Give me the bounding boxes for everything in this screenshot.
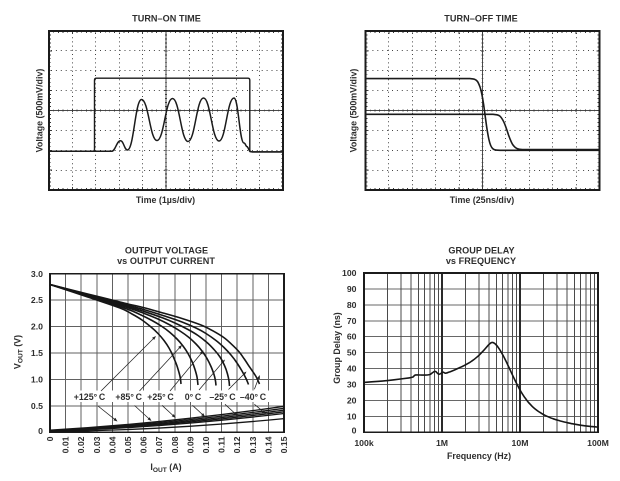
svg-text:40: 40 — [347, 364, 357, 374]
svg-text:0.08: 0.08 — [170, 436, 180, 453]
svg-text:0: 0 — [352, 426, 357, 436]
svg-text:OUTPUT VOLTAGE: OUTPUT VOLTAGE — [125, 245, 208, 255]
svg-text:0.06: 0.06 — [139, 436, 149, 453]
svg-text:20: 20 — [347, 395, 357, 405]
svg-text:100: 100 — [342, 268, 357, 278]
svg-text:0.01: 0.01 — [61, 436, 71, 453]
svg-text:0.03: 0.03 — [92, 436, 102, 453]
svg-text:TURN–OFF TIME: TURN–OFF TIME — [444, 13, 517, 23]
svg-text:Time (25ns/div): Time (25ns/div) — [450, 195, 514, 205]
svg-text:Group Delay (ns): Group Delay (ns) — [332, 312, 342, 384]
svg-text:0.02: 0.02 — [76, 436, 86, 453]
svg-text:2.0: 2.0 — [31, 322, 43, 332]
svg-text:10M: 10M — [512, 438, 529, 448]
svg-text:90: 90 — [347, 284, 357, 294]
svg-text:vs OUTPUT CURRENT: vs OUTPUT CURRENT — [117, 256, 215, 266]
svg-text:+85° C: +85° C — [115, 392, 142, 402]
svg-text:0.5: 0.5 — [31, 401, 43, 411]
svg-text:0.05: 0.05 — [123, 436, 133, 453]
svg-text:–40° C: –40° C — [240, 392, 267, 402]
svg-text:0.14: 0.14 — [263, 436, 273, 453]
svg-text:50: 50 — [347, 348, 357, 358]
svg-text:0: 0 — [45, 436, 55, 441]
svg-text:+125° C: +125° C — [74, 392, 106, 402]
svg-text:2.5: 2.5 — [31, 295, 43, 305]
svg-text:0.10: 0.10 — [201, 436, 211, 453]
svg-text:Frequency (Hz): Frequency (Hz) — [447, 451, 511, 461]
svg-text:0.13: 0.13 — [248, 436, 258, 453]
svg-text:100M: 100M — [587, 438, 609, 448]
svg-text:Time (1µs/div): Time (1µs/div) — [136, 195, 195, 205]
svg-text:Voltage (500mV/div): Voltage (500mV/div) — [349, 69, 359, 153]
svg-text:80: 80 — [347, 300, 357, 310]
svg-text:3.0: 3.0 — [31, 269, 43, 279]
svg-text:100k: 100k — [354, 438, 373, 448]
svg-text:TURN–ON TIME: TURN–ON TIME — [132, 13, 201, 23]
svg-text:Voltage (500mV/div): Voltage (500mV/div) — [35, 69, 45, 153]
svg-text:0.07: 0.07 — [154, 436, 164, 453]
svg-text:+25° C: +25° C — [147, 392, 174, 402]
svg-text:1.0: 1.0 — [31, 375, 43, 385]
svg-text:0° C: 0° C — [185, 392, 202, 402]
svg-text:VOUT (V): VOUT (V) — [13, 335, 25, 369]
svg-text:30: 30 — [347, 380, 357, 390]
svg-text:70: 70 — [347, 316, 357, 326]
svg-text:0.15: 0.15 — [279, 436, 289, 453]
svg-text:1.5: 1.5 — [31, 348, 43, 358]
svg-text:vs FREQUENCY: vs FREQUENCY — [446, 256, 516, 266]
svg-text:1M: 1M — [436, 438, 448, 448]
svg-text:0.11: 0.11 — [217, 436, 227, 453]
svg-text:IOUT (A): IOUT (A) — [150, 462, 181, 474]
svg-text:0.12: 0.12 — [232, 436, 242, 453]
svg-text:0: 0 — [38, 426, 43, 436]
svg-text:–25° C: –25° C — [209, 392, 236, 402]
svg-text:0.09: 0.09 — [185, 436, 195, 453]
svg-text:10: 10 — [347, 411, 357, 421]
svg-text:60: 60 — [347, 332, 357, 342]
svg-text:GROUP DELAY: GROUP DELAY — [448, 245, 514, 255]
svg-text:0.04: 0.04 — [107, 436, 117, 453]
